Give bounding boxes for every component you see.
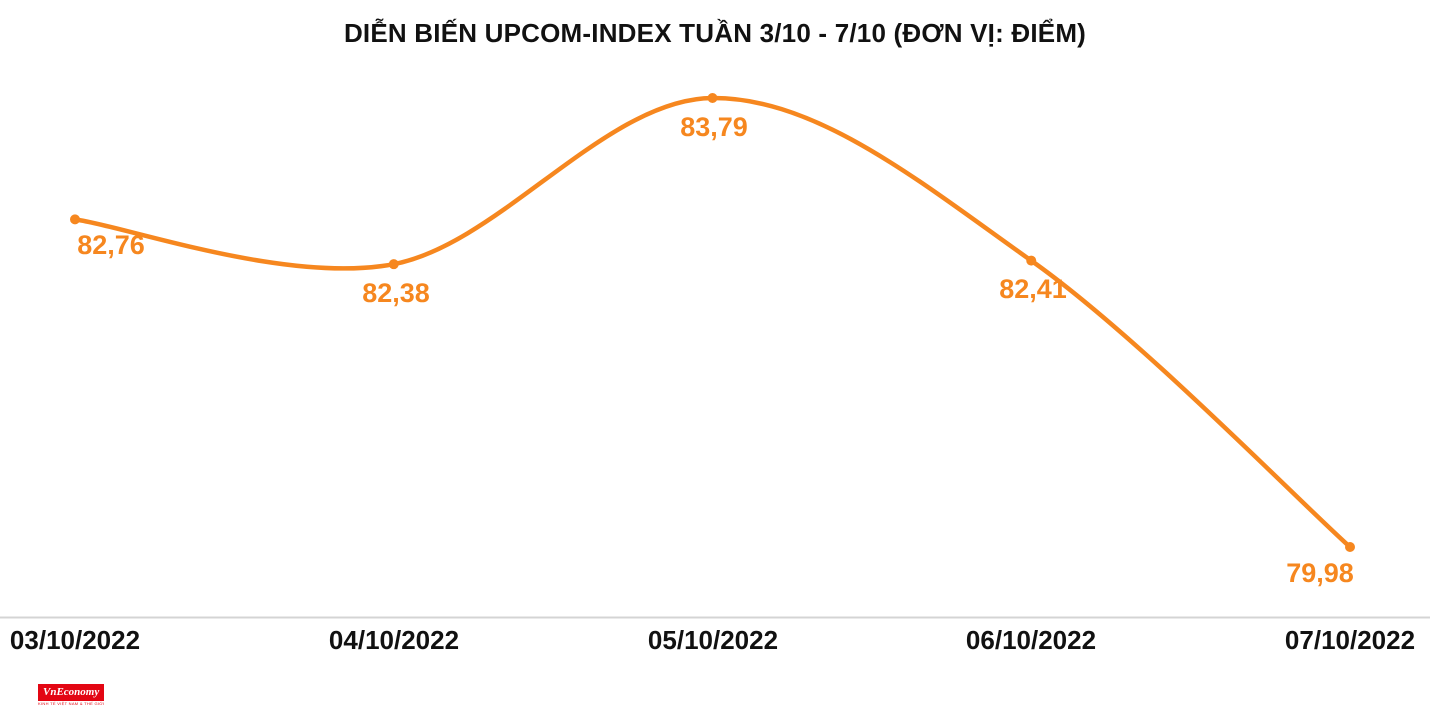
- value-label-1: 82,76: [77, 230, 145, 260]
- vneconomy-logo: VnEconomy KINH TẾ VIỆT NAM & THẾ GIỚI: [38, 682, 118, 707]
- value-label-5: 79,98: [1286, 558, 1354, 588]
- data-point-markers: [70, 93, 1355, 552]
- x-axis-label-3: 05/10/2022: [647, 625, 779, 655]
- value-label-3: 83,79: [680, 112, 748, 142]
- data-point: [707, 93, 718, 103]
- logo-tagline: KINH TẾ VIỆT NAM & THẾ GIỚI: [38, 701, 105, 706]
- data-point: [1345, 542, 1355, 552]
- series-line: [72, 95, 1353, 550]
- value-label-2: 82,38: [362, 278, 430, 308]
- chart-title: DIỄN BIẾN UPCOM-INDEX TUẦN 3/10 - 7/10 (…: [343, 18, 1087, 48]
- data-point: [70, 214, 80, 225]
- x-axis-label-4: 06/10/2022: [965, 625, 1097, 655]
- data-point: [388, 259, 399, 270]
- value-label-4: 82,41: [999, 274, 1067, 304]
- logo-text: VnEconomy: [43, 686, 100, 698]
- x-axis-label-5: 07/10/2022: [1284, 625, 1416, 655]
- x-axis-label-2: 04/10/2022: [328, 625, 460, 655]
- data-point: [1026, 255, 1037, 266]
- logo-box: VnEconomy: [38, 684, 105, 701]
- x-axis-label-1: 03/10/2022: [9, 625, 141, 655]
